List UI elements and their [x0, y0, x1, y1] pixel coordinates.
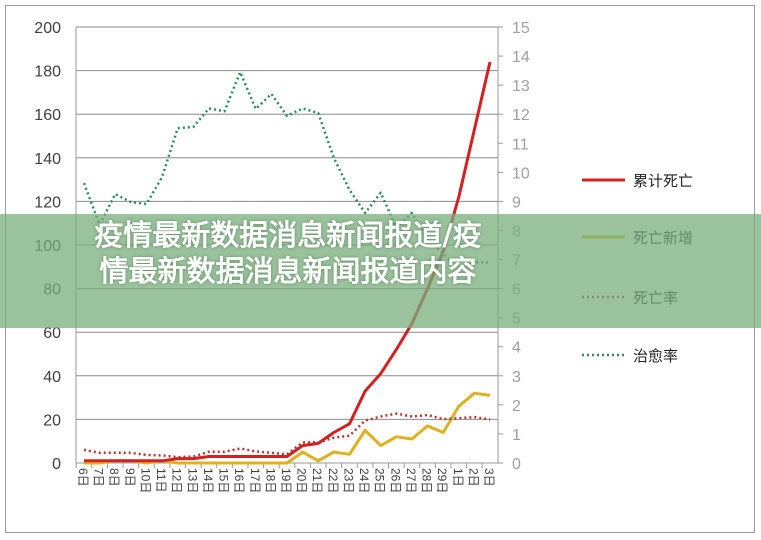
legend-label: 治愈率	[633, 347, 678, 365]
y-right-tick-label: 3	[512, 369, 521, 386]
legend-label: 累计死亡	[633, 172, 693, 190]
x-tick-label: 10日	[138, 468, 152, 493]
y-right-tick-label: 13	[512, 78, 530, 95]
y-right-tick-label: 2	[512, 398, 521, 415]
y-right-tick-label: 4	[512, 340, 521, 357]
y-right-tick-label: 0	[512, 456, 521, 473]
y-left-tick-label: 40	[43, 369, 61, 386]
x-tick-label: 23日	[341, 468, 355, 493]
x-tick-label: 8日	[107, 468, 121, 487]
y-left-tick-label: 20	[43, 412, 61, 429]
x-tick-label: 14日	[201, 468, 215, 493]
x-tick-label: 27日	[404, 468, 418, 493]
y-left-tick-label: 200	[34, 20, 61, 37]
x-tick-label: 13日	[185, 468, 199, 493]
x-tick-label: 12日	[170, 468, 184, 493]
x-tick-label: 3日	[482, 468, 496, 487]
y-right-tick-label: 15	[512, 20, 530, 37]
x-tick-label: 9日	[123, 468, 137, 487]
y-right-tick-label: 9	[512, 194, 521, 211]
y-right-tick-label: 10	[512, 165, 530, 182]
banner-text: 疫情最新数据消息新闻报道/疫情最新数据消息新闻报道内容	[94, 218, 482, 288]
x-tick-label: 26日	[388, 468, 402, 493]
series-line-3	[83, 412, 491, 459]
y-left-tick-label: 160	[34, 107, 61, 124]
y-right-tick-label: 11	[512, 136, 529, 153]
x-tick-label: 16日	[232, 468, 246, 493]
x-tick-label: 24日	[357, 468, 371, 493]
y-left-tick-label: 0	[52, 456, 61, 473]
x-tick-label: 6日	[76, 468, 90, 487]
y-left-tick-label: 140	[34, 151, 61, 168]
y-right-tick-label: 12	[512, 107, 530, 124]
x-tick-label: 28日	[420, 468, 434, 493]
x-tick-label: 15日	[217, 468, 231, 493]
x-tick-label: 11日	[154, 468, 168, 492]
x-tick-label: 2日	[466, 468, 480, 487]
series-line-2	[84, 391, 491, 465]
y-right-tick-label: 14	[512, 49, 530, 66]
x-tick-label: 29日	[435, 468, 449, 493]
title-banner-overlay: 疫情最新数据消息新闻报道/疫情最新数据消息新闻报道内容	[0, 214, 761, 328]
x-tick-label: 21日	[310, 468, 324, 493]
y-right-tick-label: 1	[512, 427, 521, 444]
x-tick-label: 19日	[279, 468, 293, 493]
x-tick-label: 20日	[295, 468, 309, 493]
x-tick-label: 25日	[373, 468, 387, 493]
x-tick-label: 1日	[451, 468, 465, 487]
x-tick-label: 18日	[263, 468, 277, 493]
y-left-tick-label: 120	[34, 194, 61, 211]
y-left-tick-label: 180	[34, 64, 61, 81]
y-left-tick-label: 60	[43, 325, 61, 342]
x-tick-label: 17日	[248, 468, 262, 493]
x-tick-label: 22日	[326, 468, 340, 493]
x-tick-label: 7日	[92, 468, 106, 487]
